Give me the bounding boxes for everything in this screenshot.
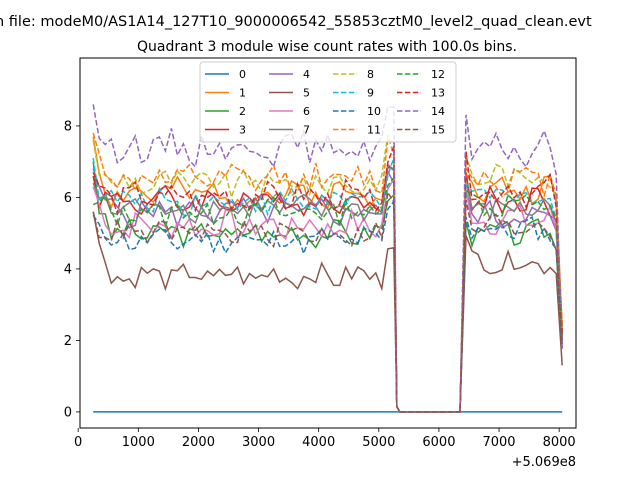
legend-label-1: 1 [239, 87, 246, 100]
x-tick-label: 2000 [182, 435, 215, 450]
legend-label-10: 10 [367, 105, 381, 118]
legend-label-11: 11 [367, 124, 381, 137]
series-line-14 [92, 104, 563, 413]
y-axis: 0 2 4 6 8 [64, 119, 80, 420]
legend-label-0: 0 [239, 68, 246, 81]
y-tick-label: 6 [64, 191, 72, 206]
series-line-5 [92, 211, 563, 413]
legend-label-6: 6 [303, 105, 310, 118]
x-tick-label: 0 [74, 435, 82, 450]
y-tick-label: 4 [64, 262, 72, 277]
legend-label-8: 8 [367, 68, 374, 81]
y-tick-label: 2 [64, 334, 72, 349]
series-layer [92, 104, 563, 413]
legend-label-9: 9 [367, 87, 374, 100]
figure-suptitle: n file: modeM0/AS1A14_127T10_9000006542_… [0, 14, 592, 30]
x-tick-label: 7000 [482, 435, 515, 450]
series-line-4 [92, 168, 563, 413]
series-line-12 [92, 175, 563, 413]
legend-box [199, 61, 457, 143]
legend-label-5: 5 [303, 87, 310, 100]
legend-label-4: 4 [303, 68, 310, 81]
axes-frame [79, 57, 577, 429]
series-line-2 [92, 161, 563, 413]
y-tick-label: 0 [64, 405, 72, 420]
x-tick-label: 4000 [302, 435, 335, 450]
x-tick-label: 5000 [362, 435, 395, 450]
series-line-10 [92, 199, 563, 413]
series-line-13 [92, 146, 563, 413]
series-line-7 [92, 162, 563, 413]
x-tick-label: 6000 [422, 435, 455, 450]
legend-label-3: 3 [239, 124, 246, 137]
legend-label-2: 2 [239, 105, 246, 118]
x-tick-label: 3000 [242, 435, 275, 450]
legend-label-14: 14 [431, 105, 445, 118]
legend-label-15: 15 [431, 124, 445, 137]
series-line-9 [92, 157, 563, 413]
legend-label-13: 13 [431, 87, 445, 100]
legend-label-7: 7 [303, 124, 310, 137]
x-axis: 0 1000 2000 3000 4000 5000 6000 7000 8000 [74, 428, 576, 450]
series-line-8 [92, 134, 563, 413]
series-line-15 [92, 190, 563, 413]
legend-label-12: 12 [431, 68, 445, 81]
series-line-6 [92, 176, 563, 413]
x-tick-label: 1000 [122, 435, 155, 450]
series-line-11 [92, 132, 563, 413]
chart-title: Quadrant 3 module wise count rates with … [137, 39, 517, 55]
x-offset-label: +5.069e8 [512, 455, 576, 470]
y-tick-label: 8 [64, 119, 72, 134]
plot-area: 0 1000 2000 3000 4000 5000 6000 7000 8000 02468 … [64, 57, 577, 470]
x-tick-label: 8000 [543, 435, 576, 450]
